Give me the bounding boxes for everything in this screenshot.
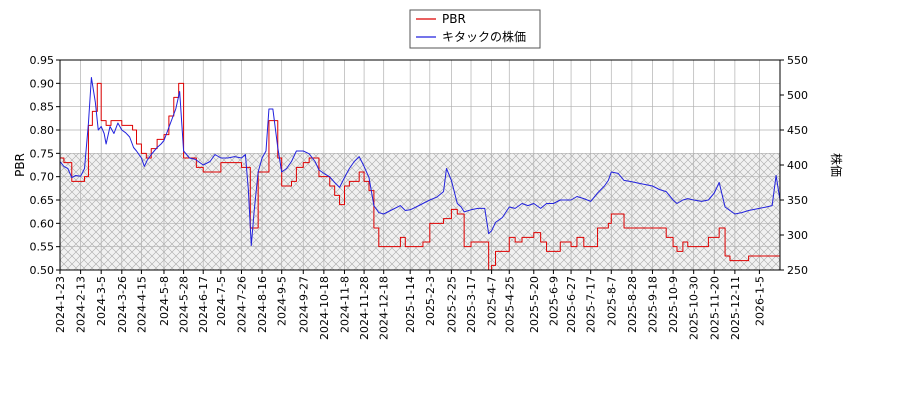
x-tick-label-0: 2024-1-23 [54, 276, 67, 333]
legend: PBR キタックの株価 [409, 9, 541, 49]
x-tick-label-15: 2024-11-28 [358, 276, 371, 340]
x-tick-label-21: 2025-4-7 [486, 276, 499, 326]
left-tick-label-8: 0.90 [30, 77, 55, 90]
x-tick-label-30: 2025-10-9 [667, 276, 680, 333]
x-tick-label-7: 2024-6-17 [197, 276, 210, 333]
x-tick-label-14: 2024-11-8 [338, 276, 351, 333]
x-tick-label-23: 2025-5-20 [528, 276, 541, 333]
x-tick-label-27: 2025-8-7 [605, 276, 618, 326]
left-tick-label-9: 0.95 [30, 54, 55, 67]
x-tick-label-12: 2024-9-27 [297, 276, 310, 333]
left-tick-label-4: 0.70 [30, 171, 55, 184]
grid-layer [59, 59, 780, 271]
right-tick-label-6: 550 [787, 54, 808, 67]
x-tick-label-31: 2025-10-30 [688, 276, 701, 340]
right-tick-label-2: 350 [787, 194, 808, 207]
x-tick-label-10: 2024-8-16 [256, 276, 269, 333]
x-tick-label-20: 2025-3-17 [465, 276, 478, 333]
x-tick-label-28: 2025-8-28 [626, 276, 639, 333]
legend-box [409, 9, 541, 49]
left-tick-label-0: 0.50 [30, 264, 55, 277]
shaded-band-layer [60, 153, 780, 270]
right-tick-label-4: 450 [787, 124, 808, 137]
left-tick-label-6: 0.80 [30, 124, 55, 137]
left-tick-label-2: 0.60 [30, 217, 55, 230]
x-tick-label-25: 2025-6-27 [565, 276, 578, 333]
right-tick-label-5: 500 [787, 89, 808, 102]
x-tick-label-17: 2025-1-14 [404, 276, 417, 333]
right-tick-label-1: 300 [787, 229, 808, 242]
left-tick-label-1: 0.55 [30, 241, 55, 254]
legend-label-price: キタックの株価 [442, 29, 526, 44]
x-tick-label-22: 2025-4-25 [503, 276, 516, 333]
x-tick-label-32: 2025-11-20 [708, 276, 721, 340]
series-layer [60, 77, 780, 270]
x-tick-label-18: 2025-2-3 [424, 276, 437, 326]
x-tick-label-9: 2024-7-26 [235, 276, 248, 333]
x-tick-label-24: 2025-6-9 [547, 276, 560, 326]
left-axis-title: PBR [13, 153, 27, 177]
series-line-price [60, 77, 780, 246]
right-tick-label-0: 250 [787, 264, 808, 277]
legend-label-pbr: PBR [442, 12, 466, 26]
x-tick-label-13: 2024-10-18 [318, 276, 331, 340]
left-axis: 0.50 0.55 0.60 0.65 0.70 0.75 0.80 0.85 0.90 0.95 [30, 54, 60, 277]
x-tick-label-19: 2025-2-25 [445, 276, 458, 333]
x-tick-label-8: 2024-7-5 [215, 276, 228, 326]
right-tick-label-3: 400 [787, 159, 808, 172]
x-tick-label-1: 2024-2-13 [75, 276, 88, 333]
x-tick-label-29: 2025-9-18 [646, 276, 659, 333]
right-axis-title: 株価 [829, 153, 844, 177]
x-tick-label-11: 2024-9-5 [276, 276, 289, 326]
x-tick-label-3: 2024-3-26 [116, 276, 129, 333]
x-tick-label-34: 2026-1-5 [753, 276, 766, 326]
x-tick-label-33: 2025-12-11 [729, 276, 742, 340]
x-tick-label-16: 2024-12-18 [378, 276, 391, 340]
shaded-band-hatch [60, 153, 780, 270]
x-tick-label-2: 2024-3-5 [95, 276, 108, 326]
left-tick-label-5: 0.75 [30, 147, 55, 160]
x-tick-label-5: 2024-5-8 [158, 276, 171, 326]
x-tick-label-4: 2024-4-15 [135, 276, 148, 333]
x-tick-label-26: 2025-7-17 [585, 276, 598, 333]
left-tick-label-3: 0.65 [30, 194, 55, 207]
x-axis: 2024-1-23 2024-2-13 2024-3-5 2024-3-26 2024-… [54, 270, 766, 340]
x-tick-label-6: 2024-5-28 [178, 276, 191, 333]
left-tick-label-7: 0.85 [30, 101, 55, 114]
right-axis: 250 300 350 400 450 500 550 [780, 54, 808, 277]
